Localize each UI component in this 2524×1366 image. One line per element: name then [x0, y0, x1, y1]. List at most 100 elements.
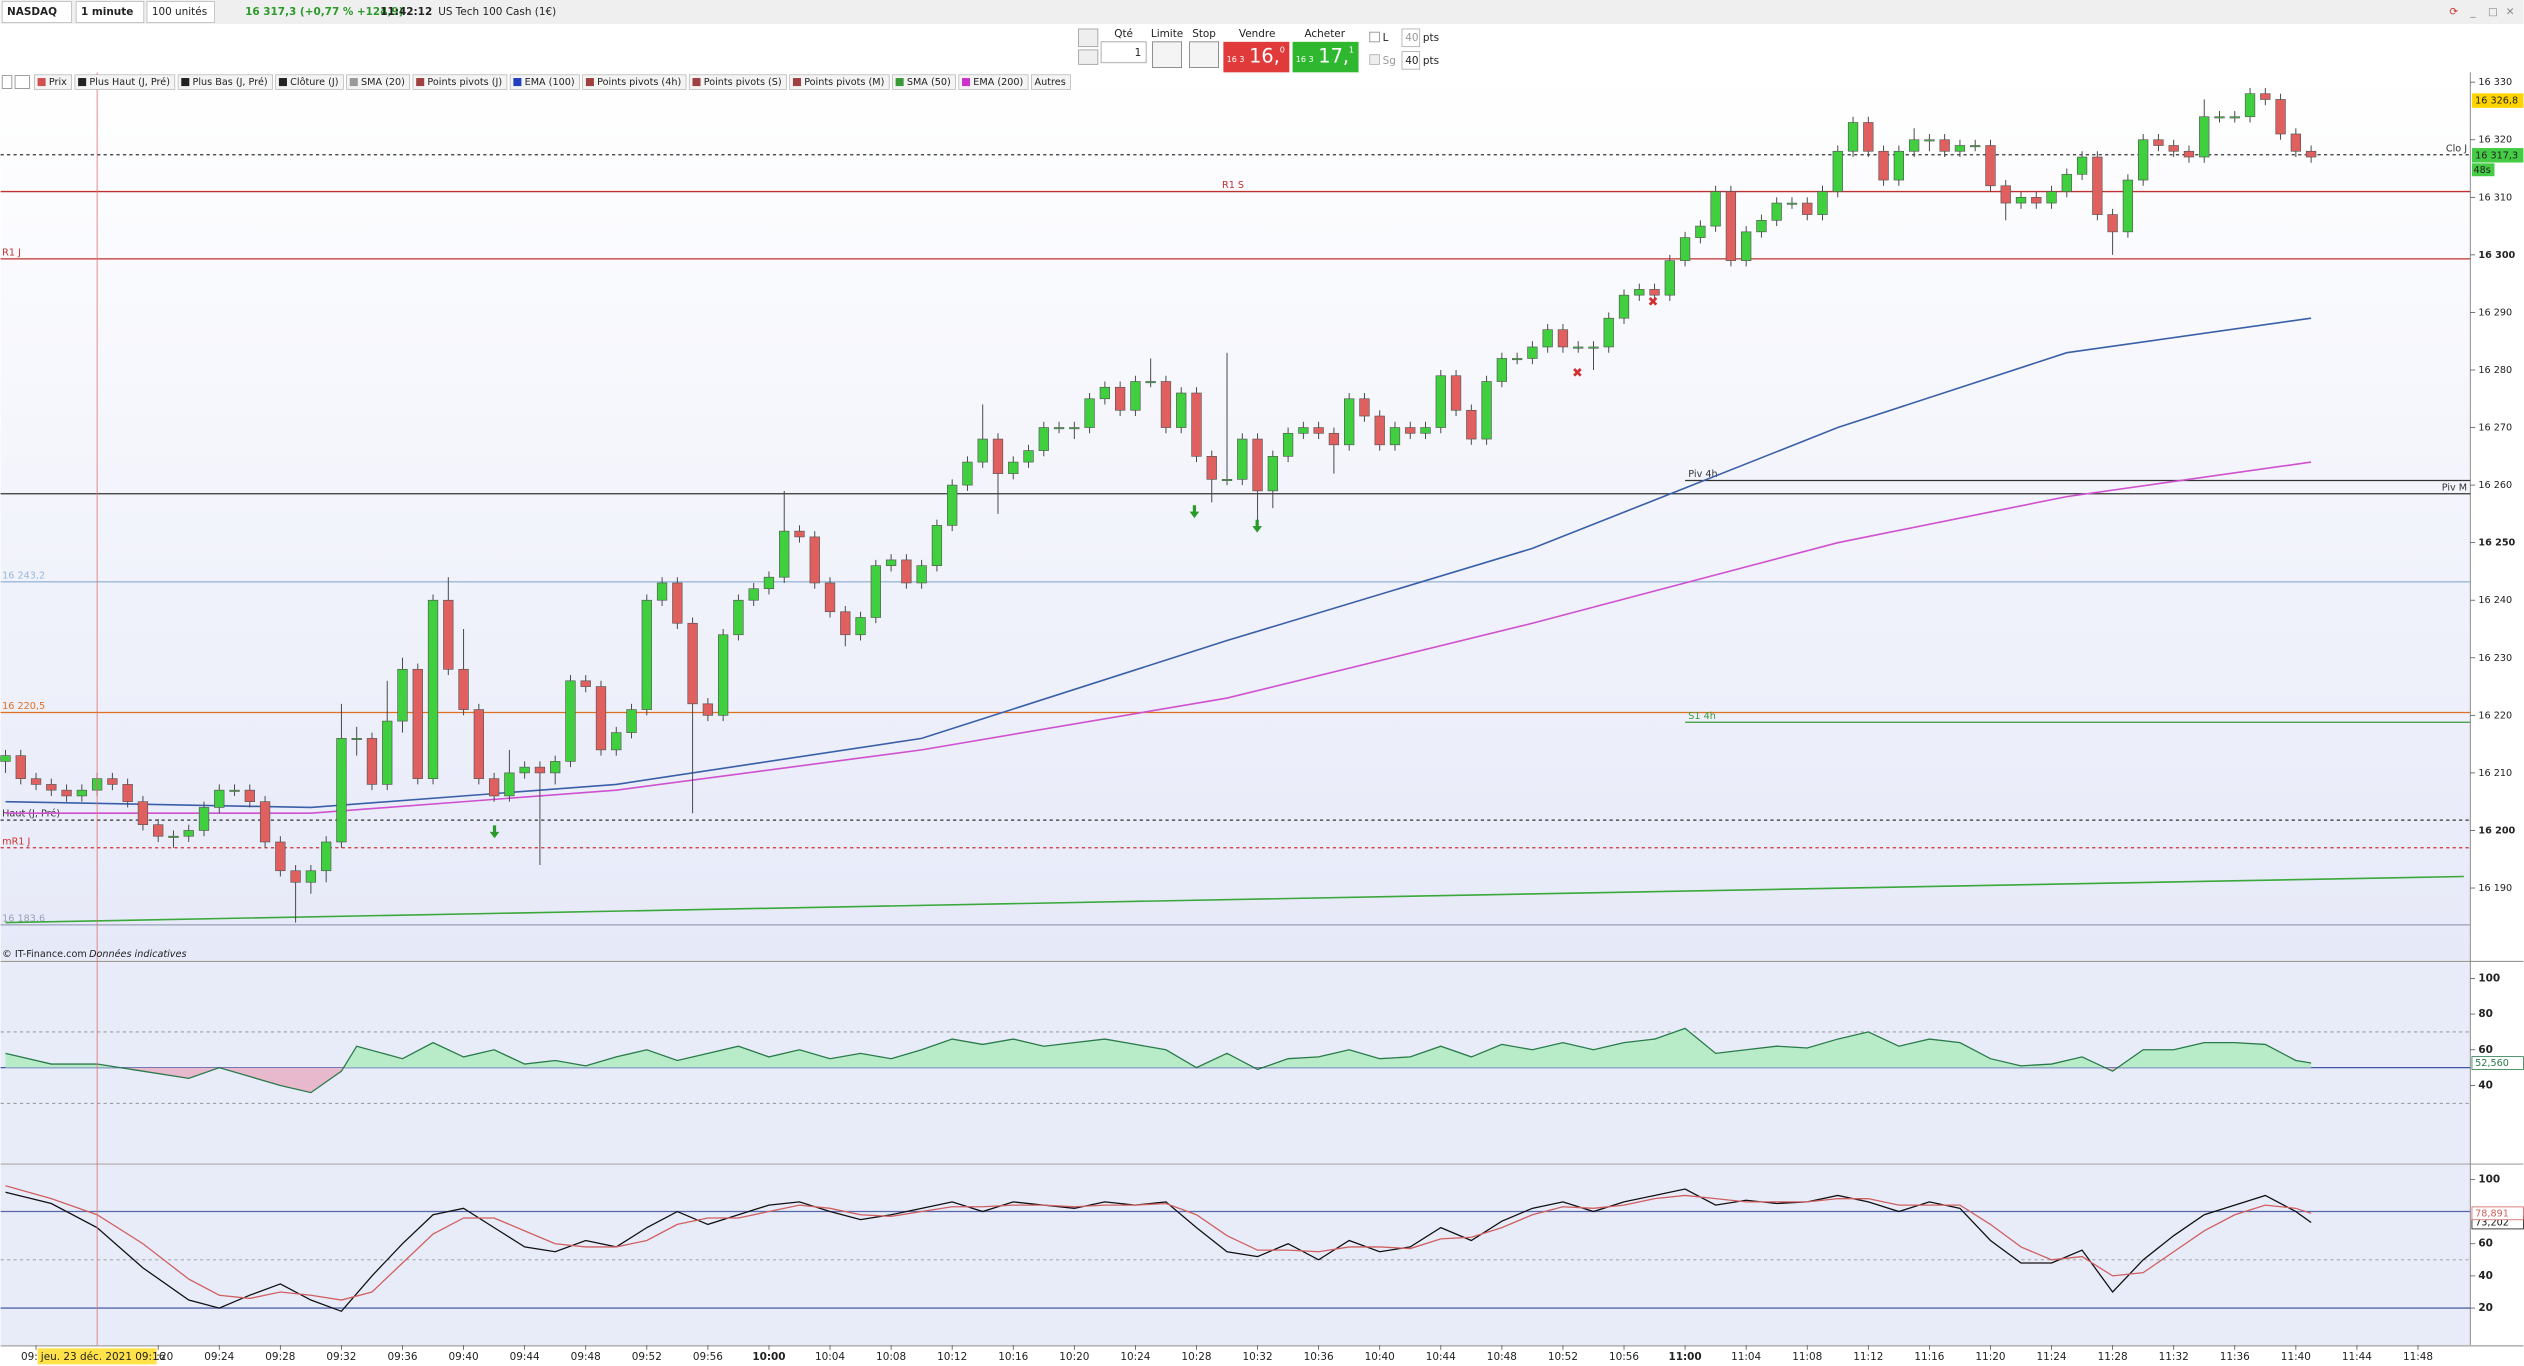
legend-item[interactable] [958, 74, 1029, 90]
legend-item[interactable] [177, 74, 273, 90]
area-above [5, 1028, 2312, 1068]
limit-button[interactable] [1152, 41, 1182, 68]
sg-pts[interactable]: 40 [1405, 55, 1418, 67]
y-tick-label: 16 190 [2478, 883, 2512, 894]
quantity[interactable]: 100 unités [152, 6, 207, 18]
legend-item[interactable] [1031, 74, 1071, 90]
candle-body [1466, 409, 1477, 440]
minimize[interactable]: _ [2469, 6, 2476, 18]
legend-item[interactable] [892, 74, 956, 90]
candle-body [1038, 427, 1049, 451]
x-tick-label: 11:24 [2036, 1351, 2066, 1363]
buy-suffix[interactable]: 1 [1349, 45, 1354, 54]
sell-button[interactable] [1223, 41, 1290, 73]
legend-label[interactable]: SMA (50) [907, 77, 951, 88]
candle-body [2260, 93, 2271, 100]
restore[interactable]: □ [2488, 6, 2498, 18]
checkbox[interactable] [1369, 54, 1380, 65]
instrument-select[interactable] [1, 1, 72, 23]
candle-body [1557, 329, 1569, 348]
buy-button[interactable] [1292, 41, 1359, 73]
y-tick-label: 16 210 [2478, 768, 2512, 779]
candle-body [1359, 398, 1370, 417]
checkbox[interactable] [1369, 31, 1380, 43]
buy-big[interactable]: 17, [1318, 45, 1349, 68]
candle-body [137, 801, 149, 826]
candle-body [412, 668, 423, 779]
x-tick-label: 10:04 [815, 1351, 845, 1363]
legend-item[interactable] [74, 74, 176, 90]
candle-body [1008, 461, 1019, 474]
legend-label[interactable]: Prix [49, 77, 67, 88]
candle-body [931, 525, 943, 567]
refresh-icon[interactable]: ⟳ [2449, 6, 2458, 18]
candle-body [1145, 381, 1156, 384]
legend-label[interactable]: Points pivots (J) [427, 77, 502, 88]
candle-body [229, 789, 240, 792]
legend-label[interactable]: Clôture (J) [290, 76, 338, 88]
period[interactable]: 1 minute [81, 6, 133, 18]
price-tag-label: 16 317,3 [2475, 150, 2518, 161]
tool-icon[interactable] [1078, 49, 1099, 65]
legend-label[interactable]: Plus Bas (J, Pré) [193, 76, 268, 88]
legend-item[interactable] [688, 74, 787, 90]
legend-label[interactable]: EMA (200) [973, 77, 1023, 88]
legend-label[interactable]: EMA (100) [525, 77, 575, 88]
legend-label[interactable]: Points pivots (M) [804, 77, 884, 88]
sell-big[interactable]: 16, [1249, 45, 1280, 68]
period-select[interactable] [75, 1, 145, 23]
x-tick-label: 10:00 [752, 1351, 785, 1363]
legend-item[interactable] [582, 74, 687, 90]
legend-item[interactable] [509, 74, 580, 90]
candle-body [1817, 191, 1828, 215]
candle-body [1176, 392, 1187, 428]
instrument[interactable]: NASDAQ [7, 6, 57, 18]
close[interactable]: ✕ [2506, 6, 2515, 18]
tool-icon[interactable] [1078, 28, 1099, 48]
legend-label[interactable]: Plus Haut (J, Pré) [89, 76, 170, 88]
legend-item[interactable] [412, 74, 508, 90]
l-pts[interactable]: 40 [1405, 32, 1418, 44]
pts-input[interactable] [1401, 28, 1421, 48]
price-tag [2471, 93, 2524, 108]
legend-label[interactable]: Points pivots (S) [704, 77, 782, 88]
candle-body [1573, 346, 1584, 349]
sell-prefix[interactable]: 16 3 [1227, 55, 1245, 64]
candle-body [565, 680, 576, 762]
candle-body [1710, 191, 1721, 227]
legend-item[interactable] [789, 74, 890, 90]
qty-input[interactable] [1100, 41, 1147, 64]
legend-swatch [349, 78, 358, 87]
legend-item[interactable] [346, 74, 411, 90]
x-tick-label: 11:44 [2342, 1351, 2372, 1363]
candle-body [1908, 139, 1920, 152]
y-tick-label: 40 [2478, 1079, 2493, 1091]
instrument-name: US Tech 100 Cash (1€) [438, 6, 556, 18]
x-tick-label: 10:28 [1181, 1351, 1211, 1363]
legend-item[interactable] [275, 74, 344, 90]
pts-input[interactable] [1401, 51, 1421, 70]
stop-button[interactable] [1189, 41, 1219, 68]
candle-body [46, 784, 57, 791]
candle-body [1878, 150, 1889, 181]
candle-body [1664, 260, 1675, 296]
quantity-select[interactable] [146, 1, 215, 23]
buy-prefix[interactable]: 16 3 [1296, 55, 1314, 64]
legend-label[interactable]: Points pivots (4h) [597, 77, 681, 88]
candle-body [1695, 225, 1706, 238]
legend-label[interactable]: Autres [1035, 77, 1066, 88]
level-label: R1 J [2, 247, 21, 258]
x-tick-label: 10:08 [876, 1351, 906, 1363]
candle-body [855, 617, 866, 636]
candle-body [717, 634, 729, 716]
sell-suffix[interactable]: 0 [1280, 45, 1285, 54]
x-tick-label: 11:20 [1975, 1351, 2005, 1363]
candle-body [214, 789, 225, 808]
legend-button[interactable] [1, 75, 13, 89]
qty-value[interactable]: 1 [1135, 47, 1142, 59]
y-tick-label: 16 310 [2478, 192, 2512, 203]
legend-label[interactable]: SMA (20) [361, 77, 405, 88]
candle-body [809, 536, 820, 584]
y-tick-label: 60 [2478, 1044, 2493, 1056]
legend-button[interactable] [14, 75, 30, 89]
